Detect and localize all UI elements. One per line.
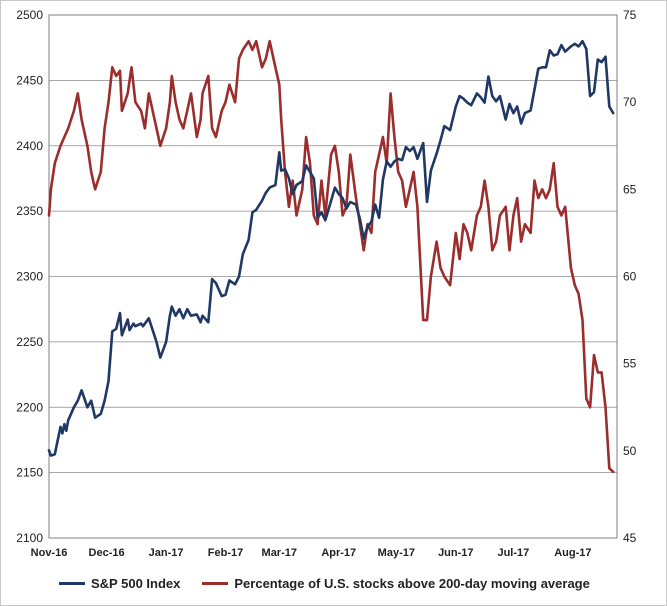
- x-tick-label: Feb-17: [208, 547, 243, 559]
- x-tick-label: Jul-17: [497, 547, 529, 559]
- y-tick-left: 2350: [16, 204, 43, 218]
- x-tick-label: Jan-17: [149, 547, 184, 559]
- y-tick-left: 2250: [16, 335, 43, 349]
- y-tick-left: 2400: [16, 139, 43, 153]
- y-tick-left: 2100: [16, 531, 43, 545]
- series-line-breadth: [47, 39, 615, 474]
- y-tick-right: 70: [623, 95, 637, 109]
- chart-legend: S&P 500 Index Percentage of U.S. stocks …: [59, 573, 590, 593]
- y-tick-right: 65: [623, 182, 637, 196]
- y-tick-right: 45: [623, 531, 637, 545]
- y-tick-left: 2200: [16, 400, 43, 414]
- legend-label-breadth: Percentage of U.S. stocks above 200-day …: [234, 575, 590, 591]
- x-tick-label: Aug-17: [554, 547, 591, 559]
- legend-swatch-sp500: [59, 581, 85, 585]
- y-tick-right: 75: [623, 8, 637, 22]
- y-tick-right: 55: [623, 357, 637, 371]
- x-tick-label: Apr-17: [321, 547, 356, 559]
- y-tick-left: 2500: [16, 8, 43, 22]
- x-tick-label: Nov-16: [31, 547, 68, 559]
- y-tick-left: 2150: [16, 466, 43, 480]
- y-tick-left: 2300: [16, 270, 43, 284]
- x-tick-label: Jun-17: [438, 547, 473, 559]
- x-tick-label: Dec-16: [89, 547, 125, 559]
- x-tick-label: Mar-17: [262, 547, 297, 559]
- legend-item-sp500: S&P 500 Index: [59, 576, 180, 591]
- x-tick-label: May-17: [378, 547, 415, 559]
- plot-frame: [48, 14, 618, 539]
- y-tick-right: 50: [623, 444, 637, 458]
- legend-item-breadth: Percentage of U.S. stocks above 200-day …: [202, 575, 590, 591]
- y-tick-right: 60: [623, 270, 637, 284]
- series-line-sp500: [47, 39, 615, 457]
- legend-label-sp500: S&P 500 Index: [91, 575, 181, 591]
- y-tick-left: 2450: [16, 73, 43, 87]
- legend-swatch-breadth: [202, 581, 229, 585]
